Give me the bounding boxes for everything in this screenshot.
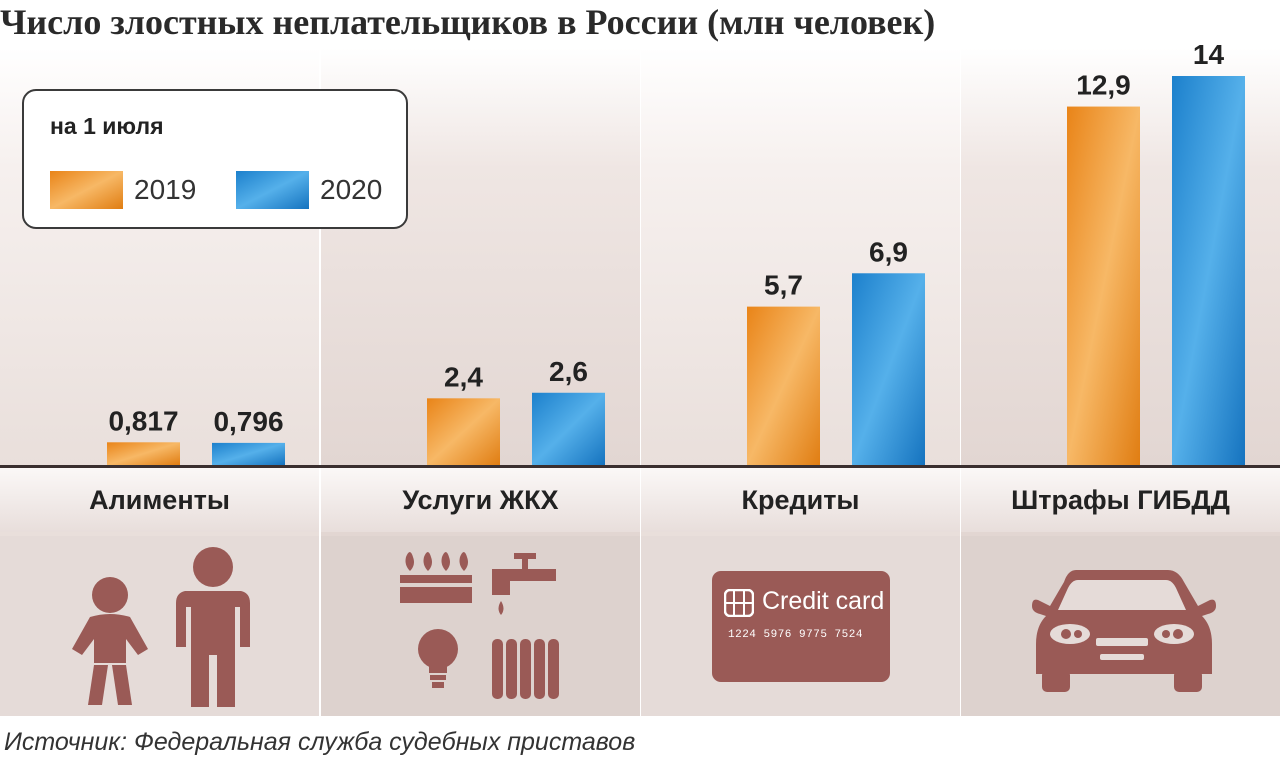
bar-traffic-fines-2019 — [1067, 106, 1140, 466]
chart-baseline — [0, 465, 1280, 468]
category-band-4 — [961, 468, 1280, 532]
legend-swatch-2019 — [50, 171, 123, 209]
bar-value-label-utilities-2020: 2,6 — [549, 356, 588, 387]
parent-child-icon — [72, 547, 250, 707]
legend: на 1 июля 2019 2020 — [22, 89, 408, 229]
category-label-alimony: Алименты — [89, 485, 230, 515]
icon-band-1 — [0, 536, 319, 716]
card-chip-icon — [724, 589, 754, 617]
category-band-2 — [321, 468, 640, 532]
credit-card-text: Credit card — [762, 587, 885, 615]
category-label-traffic-fines: Штрафы ГИБДД — [1011, 485, 1230, 515]
credit-card-number: 1224 5976 9775 7524 — [728, 629, 863, 641]
bar-value-label-credits-2019: 5,7 — [764, 270, 803, 301]
category-label-credits: Кредиты — [741, 485, 860, 515]
legend-label-2019: 2019 — [134, 174, 197, 205]
legend-title: на 1 июля — [50, 113, 164, 139]
category-band-1 — [0, 468, 319, 532]
legend-swatch-2020 — [236, 171, 309, 209]
credit-card-icon: Credit card 1224 5976 9775 7524 — [712, 571, 890, 682]
bar-value-label-traffic-fines-2019: 12,9 — [1076, 70, 1131, 101]
bar-credits-2019 — [747, 306, 820, 465]
source-note: Источник: Федеральная служба судебных пр… — [4, 728, 636, 756]
bar-value-label-alimony-2019: 0,817 — [108, 405, 178, 436]
bar-traffic-fines-2020 — [1172, 76, 1245, 465]
bar-value-label-credits-2020: 6,9 — [869, 236, 908, 267]
bar-utilities-2020 — [532, 392, 605, 465]
bar-credits-2020 — [852, 273, 925, 465]
icon-band-2 — [321, 536, 640, 716]
utilities-icon — [400, 552, 559, 699]
car-icon — [1032, 570, 1216, 692]
bar-value-label-alimony-2020: 0,796 — [213, 406, 283, 437]
bar-alimony-2019 — [107, 442, 180, 465]
bar-chart: 0,817 0,796 2,4 2,6 5,7 6,9 12,9 14 — [107, 39, 1245, 466]
category-label-utilities: Услуги ЖКХ — [402, 485, 559, 515]
chart-title: Число злостных неплательщиков в России (… — [0, 2, 936, 42]
bar-value-label-utilities-2019: 2,4 — [444, 361, 483, 392]
bar-alimony-2020 — [212, 442, 285, 465]
bar-utilities-2019 — [427, 398, 500, 465]
category-band-3 — [641, 468, 960, 532]
legend-label-2020: 2020 — [320, 174, 383, 205]
bar-value-label-traffic-fines-2020: 14 — [1193, 39, 1225, 70]
